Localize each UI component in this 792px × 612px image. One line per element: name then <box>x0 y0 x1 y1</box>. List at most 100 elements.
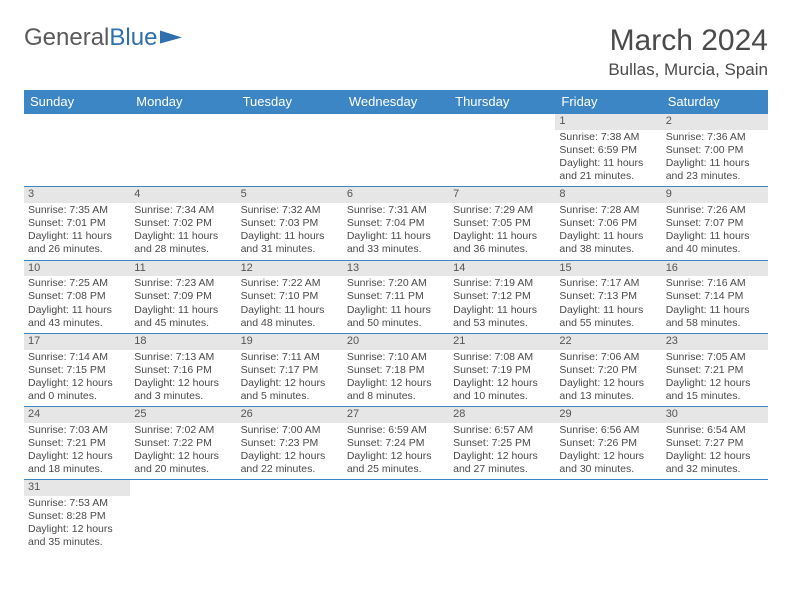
calendar-cell <box>449 480 555 553</box>
day-number: 2 <box>662 114 768 130</box>
day-text: Sunrise: 7:26 AMSunset: 7:07 PMDaylight:… <box>662 203 768 260</box>
calendar-cell: 7Sunrise: 7:29 AMSunset: 7:05 PMDaylight… <box>449 187 555 260</box>
calendar-cell: 4Sunrise: 7:34 AMSunset: 7:02 PMDaylight… <box>130 187 236 260</box>
calendar-cell: 15Sunrise: 7:17 AMSunset: 7:13 PMDayligh… <box>555 260 661 333</box>
sunrise-text: Sunrise: 7:10 AM <box>347 351 445 364</box>
day-text: Sunrise: 7:08 AMSunset: 7:19 PMDaylight:… <box>449 350 555 407</box>
calendar-cell <box>449 114 555 187</box>
daylight-text: Daylight: 12 hours and 20 minutes. <box>134 450 232 476</box>
sunset-text: Sunset: 7:13 PM <box>559 290 657 303</box>
calendar-row: 24Sunrise: 7:03 AMSunset: 7:21 PMDayligh… <box>24 407 768 480</box>
day-number: 26 <box>237 407 343 423</box>
day-number: 11 <box>130 261 236 277</box>
day-number <box>237 480 343 496</box>
calendar-body: 1Sunrise: 7:38 AMSunset: 6:59 PMDaylight… <box>24 114 768 553</box>
day-number <box>130 114 236 130</box>
day-number: 15 <box>555 261 661 277</box>
day-number: 25 <box>130 407 236 423</box>
sunset-text: Sunset: 7:08 PM <box>28 290 126 303</box>
sunrise-text: Sunrise: 7:13 AM <box>134 351 232 364</box>
sunset-text: Sunset: 7:01 PM <box>28 217 126 230</box>
daylight-text: Daylight: 11 hours and 38 minutes. <box>559 230 657 256</box>
daylight-text: Daylight: 12 hours and 22 minutes. <box>241 450 339 476</box>
sunrise-text: Sunrise: 7:08 AM <box>453 351 551 364</box>
day-number: 4 <box>130 187 236 203</box>
day-number <box>449 114 555 130</box>
sunrise-text: Sunrise: 6:54 AM <box>666 424 764 437</box>
sunrise-text: Sunrise: 7:06 AM <box>559 351 657 364</box>
sunset-text: Sunset: 7:00 PM <box>666 144 764 157</box>
day-number: 24 <box>24 407 130 423</box>
daylight-text: Daylight: 12 hours and 35 minutes. <box>28 523 126 549</box>
day-number: 20 <box>343 334 449 350</box>
sunset-text: Sunset: 7:03 PM <box>241 217 339 230</box>
sunset-text: Sunset: 7:20 PM <box>559 364 657 377</box>
sunrise-text: Sunrise: 7:25 AM <box>28 277 126 290</box>
daylight-text: Daylight: 11 hours and 31 minutes. <box>241 230 339 256</box>
daylight-text: Daylight: 12 hours and 27 minutes. <box>453 450 551 476</box>
day-number: 23 <box>662 334 768 350</box>
logo: GeneralBlue <box>24 24 182 52</box>
sunrise-text: Sunrise: 7:17 AM <box>559 277 657 290</box>
day-number: 19 <box>237 334 343 350</box>
sunset-text: Sunset: 8:28 PM <box>28 510 126 523</box>
weekday-header: Saturday <box>662 90 768 114</box>
day-number: 30 <box>662 407 768 423</box>
day-text: Sunrise: 7:19 AMSunset: 7:12 PMDaylight:… <box>449 276 555 333</box>
day-number: 27 <box>343 407 449 423</box>
logo-text-dark: General <box>24 24 109 52</box>
sunset-text: Sunset: 7:06 PM <box>559 217 657 230</box>
daylight-text: Daylight: 11 hours and 26 minutes. <box>28 230 126 256</box>
sunset-text: Sunset: 7:26 PM <box>559 437 657 450</box>
sunset-text: Sunset: 7:21 PM <box>28 437 126 450</box>
day-text: Sunrise: 7:02 AMSunset: 7:22 PMDaylight:… <box>130 423 236 480</box>
day-text: Sunrise: 7:03 AMSunset: 7:21 PMDaylight:… <box>24 423 130 480</box>
daylight-text: Daylight: 12 hours and 10 minutes. <box>453 377 551 403</box>
daylight-text: Daylight: 11 hours and 21 minutes. <box>559 157 657 183</box>
day-text: Sunrise: 7:17 AMSunset: 7:13 PMDaylight:… <box>555 276 661 333</box>
calendar-row: 31Sunrise: 7:53 AMSunset: 8:28 PMDayligh… <box>24 480 768 553</box>
daylight-text: Daylight: 12 hours and 30 minutes. <box>559 450 657 476</box>
calendar-cell <box>237 114 343 187</box>
daylight-text: Daylight: 11 hours and 50 minutes. <box>347 304 445 330</box>
day-text: Sunrise: 7:53 AMSunset: 8:28 PMDaylight:… <box>24 496 130 553</box>
calendar-cell: 25Sunrise: 7:02 AMSunset: 7:22 PMDayligh… <box>130 407 236 480</box>
daylight-text: Daylight: 12 hours and 5 minutes. <box>241 377 339 403</box>
sunrise-text: Sunrise: 7:29 AM <box>453 204 551 217</box>
sunset-text: Sunset: 7:21 PM <box>666 364 764 377</box>
day-number <box>343 114 449 130</box>
day-text: Sunrise: 7:11 AMSunset: 7:17 PMDaylight:… <box>237 350 343 407</box>
day-number <box>343 480 449 496</box>
day-text: Sunrise: 6:56 AMSunset: 7:26 PMDaylight:… <box>555 423 661 480</box>
daylight-text: Daylight: 12 hours and 0 minutes. <box>28 377 126 403</box>
calendar-cell: 16Sunrise: 7:16 AMSunset: 7:14 PMDayligh… <box>662 260 768 333</box>
calendar-cell: 19Sunrise: 7:11 AMSunset: 7:17 PMDayligh… <box>237 333 343 406</box>
calendar-cell: 11Sunrise: 7:23 AMSunset: 7:09 PMDayligh… <box>130 260 236 333</box>
daylight-text: Daylight: 11 hours and 23 minutes. <box>666 157 764 183</box>
calendar-cell <box>130 480 236 553</box>
day-number: 29 <box>555 407 661 423</box>
calendar-cell: 26Sunrise: 7:00 AMSunset: 7:23 PMDayligh… <box>237 407 343 480</box>
sunset-text: Sunset: 7:19 PM <box>453 364 551 377</box>
day-number <box>662 480 768 496</box>
sunset-text: Sunset: 7:07 PM <box>666 217 764 230</box>
daylight-text: Daylight: 12 hours and 13 minutes. <box>559 377 657 403</box>
day-number: 7 <box>449 187 555 203</box>
weekday-header: Tuesday <box>237 90 343 114</box>
calendar-cell: 20Sunrise: 7:10 AMSunset: 7:18 PMDayligh… <box>343 333 449 406</box>
sunset-text: Sunset: 7:05 PM <box>453 217 551 230</box>
sunset-text: Sunset: 7:04 PM <box>347 217 445 230</box>
calendar-row: 1Sunrise: 7:38 AMSunset: 6:59 PMDaylight… <box>24 114 768 187</box>
calendar-cell: 14Sunrise: 7:19 AMSunset: 7:12 PMDayligh… <box>449 260 555 333</box>
day-number: 13 <box>343 261 449 277</box>
day-text: Sunrise: 7:32 AMSunset: 7:03 PMDaylight:… <box>237 203 343 260</box>
logo-flag-icon <box>160 27 182 43</box>
daylight-text: Daylight: 12 hours and 15 minutes. <box>666 377 764 403</box>
sunrise-text: Sunrise: 7:00 AM <box>241 424 339 437</box>
calendar-row: 3Sunrise: 7:35 AMSunset: 7:01 PMDaylight… <box>24 187 768 260</box>
day-number: 10 <box>24 261 130 277</box>
day-text: Sunrise: 6:59 AMSunset: 7:24 PMDaylight:… <box>343 423 449 480</box>
day-text: Sunrise: 7:38 AMSunset: 6:59 PMDaylight:… <box>555 130 661 187</box>
calendar-cell: 30Sunrise: 6:54 AMSunset: 7:27 PMDayligh… <box>662 407 768 480</box>
sunrise-text: Sunrise: 7:02 AM <box>134 424 232 437</box>
